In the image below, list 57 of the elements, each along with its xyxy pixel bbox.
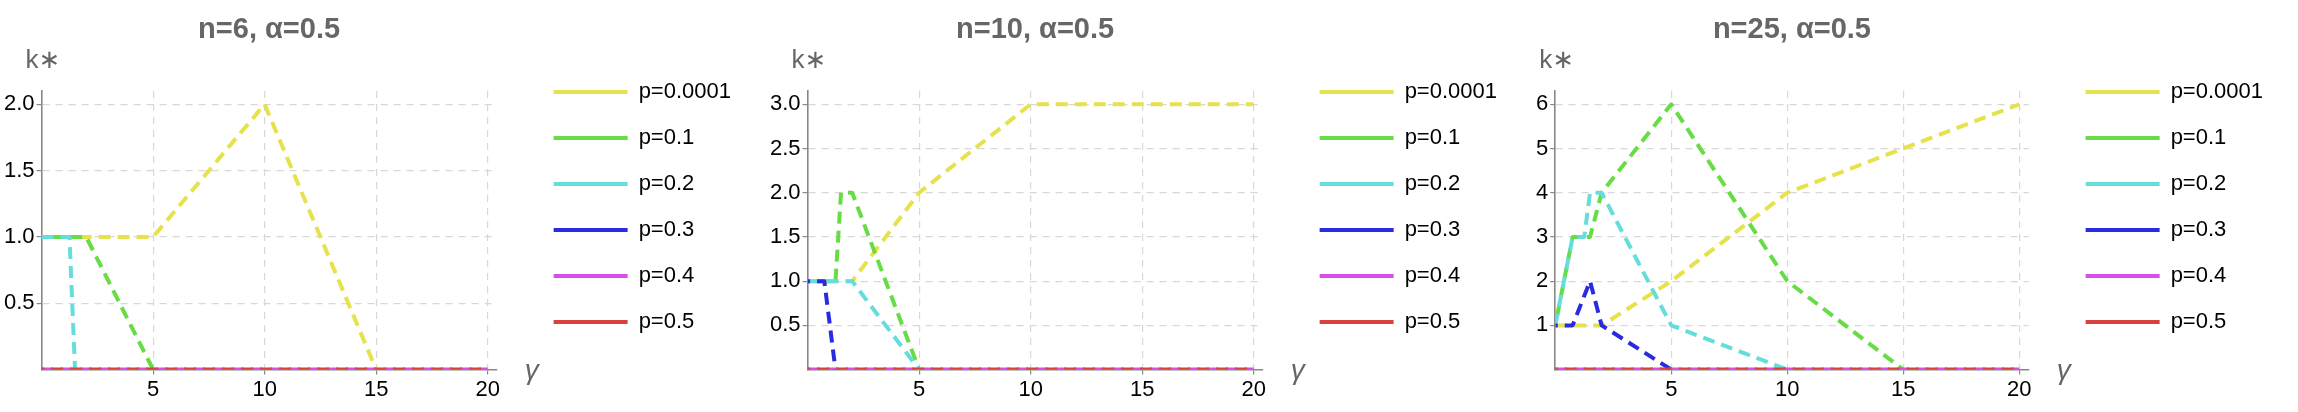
x-tick-label: 20 (475, 375, 500, 401)
legend-label: p=0.1 (638, 124, 695, 150)
x-tick-label: 10 (1775, 375, 1800, 401)
y-tick-label: 3 (1535, 223, 1549, 248)
x-axis-title: γ (2056, 354, 2073, 386)
x-tick-label: 5 (912, 375, 926, 401)
x-tick-label: 5 (146, 375, 160, 401)
y-tick-label: 2.0 (3, 90, 35, 116)
y-tick-label: 2 (1535, 267, 1549, 293)
legend-label: p=0.0001 (2170, 78, 2263, 104)
y-tick-label: 1.5 (769, 223, 801, 248)
legend-label: p=0.2 (1404, 170, 1461, 196)
x-tick-label: 15 (1891, 375, 1916, 401)
legend-label: p=0.1 (1404, 124, 1461, 150)
legend-label: p=0.5 (2170, 308, 2227, 334)
x-tick-label: 15 (363, 375, 389, 401)
y-tick-label: 4 (1535, 178, 1549, 204)
y-tick-label: 1.5 (3, 156, 35, 182)
y-axis-title: k∗ (791, 44, 827, 75)
x-tick-label: 10 (1018, 375, 1043, 401)
legend-label: p=0.2 (2170, 170, 2227, 196)
x-axis-title: γ (1290, 354, 1307, 386)
legend-label: p=0.0001 (1404, 78, 1497, 104)
y-tick-label: 6 (1535, 90, 1549, 116)
y-tick-label: 5 (1535, 134, 1549, 160)
y-tick-label: 3.0 (769, 90, 801, 116)
legend-label: p=0.4 (2170, 262, 2227, 288)
y-tick-label: 2.0 (769, 178, 801, 204)
legend-label: p=0.3 (638, 216, 695, 242)
legend-label: p=0.2 (638, 170, 695, 196)
line-series (1555, 102, 1906, 370)
x-tick-label: 5 (1665, 375, 1678, 401)
y-axis-title: k∗ (1539, 44, 1575, 75)
y-tick-label: 0.5 (769, 311, 801, 337)
y-tick-label: 0.5 (3, 289, 35, 315)
chart-title: n=25, α=0.5 (1712, 12, 1871, 44)
legend-label: p=0.5 (638, 308, 695, 334)
chart-title: n=6, α=0.5 (198, 12, 341, 44)
x-tick-label: 15 (1129, 375, 1155, 401)
legend-label: p=0.1 (2170, 124, 2227, 150)
legend-label: p=0.5 (1404, 308, 1461, 334)
y-tick-label: 1.0 (3, 223, 35, 248)
x-tick-label: 20 (2007, 375, 2032, 401)
chart-title: n=10, α=0.5 (956, 12, 1115, 44)
x-tick-label: 20 (1241, 375, 1266, 401)
legend-label: p=0.4 (638, 262, 695, 288)
legend-label: p=0.0001 (638, 78, 731, 104)
line-series (1555, 102, 2022, 328)
x-tick-label: 10 (252, 375, 277, 401)
legend-label: p=0.4 (1404, 262, 1461, 288)
y-axis-title: k∗ (25, 44, 61, 75)
y-tick-label: 1 (1535, 311, 1549, 337)
y-tick-label: 1.0 (769, 267, 801, 293)
x-axis-title: γ (524, 354, 541, 386)
y-tick-label: 2.5 (769, 134, 801, 160)
legend-label: p=0.3 (1404, 216, 1461, 242)
legend-label: p=0.3 (2170, 216, 2227, 242)
